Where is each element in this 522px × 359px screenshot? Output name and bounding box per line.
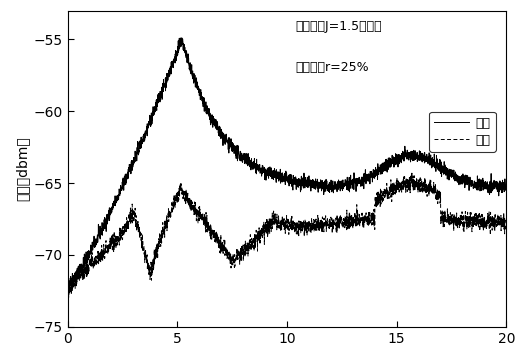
Line: 噪声: 噪声 — [68, 173, 506, 298]
噪声 — [409, 171, 415, 175]
噪声 — [115, 236, 121, 240]
Text: 反馈强度r=25%: 反馈强度r=25% — [296, 61, 370, 74]
噪声 — [495, 223, 501, 227]
信号 — [233, 151, 240, 156]
噪声 — [65, 295, 72, 300]
噪声 — [252, 233, 258, 237]
信号 — [65, 280, 71, 284]
信号 — [115, 196, 121, 200]
噪声 — [65, 288, 71, 292]
噪声 — [233, 255, 239, 259]
信号 — [495, 182, 501, 186]
Text: 偏置电流J=1.5倍阙值: 偏置电流J=1.5倍阙值 — [296, 20, 383, 33]
信号 — [141, 132, 147, 136]
噪声 — [141, 249, 147, 253]
信号 — [67, 286, 73, 290]
信号 — [179, 36, 185, 40]
Y-axis label: 功率［dbm］: 功率［dbm］ — [16, 136, 30, 201]
噪声 — [448, 222, 454, 227]
Legend: 信号, 噪声: 信号, 噪声 — [430, 112, 496, 151]
信号 — [503, 185, 509, 189]
噪声 — [503, 216, 509, 220]
Line: 信号: 信号 — [68, 38, 506, 288]
信号 — [252, 162, 258, 166]
信号 — [448, 167, 454, 172]
